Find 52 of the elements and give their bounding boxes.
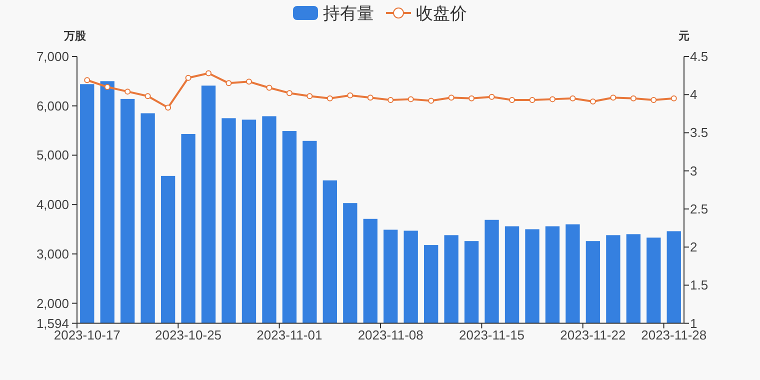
y2-axis-title: 元 (678, 30, 690, 42)
point (104, 84, 110, 90)
point (286, 90, 292, 96)
point (388, 96, 394, 103)
point (468, 95, 475, 102)
y2-tick-label: 2 (690, 240, 698, 255)
point (529, 96, 536, 103)
point (326, 95, 333, 102)
point (246, 78, 252, 85)
y2-tick-label: 2.5 (690, 201, 708, 216)
point (206, 70, 212, 76)
point (306, 93, 313, 100)
point (630, 95, 636, 102)
x-tick-label: 2023-11-08 (358, 327, 424, 342)
point (408, 96, 414, 102)
y2-tick-label: 3 (690, 163, 698, 178)
x-tick-label: 2023-11-01 (256, 327, 322, 342)
y2-tick-label: 3.5 (690, 125, 708, 140)
point (590, 98, 596, 104)
x-tick-label: 2023-10-25 (155, 327, 222, 342)
point (84, 77, 90, 84)
y-tick-label: 2,000 (36, 296, 69, 311)
point (570, 95, 576, 102)
point (650, 96, 657, 103)
point (448, 94, 454, 101)
y2-tick-label: 1.5 (690, 278, 708, 293)
point (226, 80, 232, 86)
y2-tick-label: 4 (690, 87, 698, 102)
y-tick-label: 6,000 (36, 98, 69, 114)
point (367, 94, 374, 101)
point (549, 96, 556, 102)
y-axis-title: 万股 (63, 30, 87, 42)
legend-label: 收盘价 (416, 4, 467, 23)
legend-label: 持有量 (323, 4, 374, 23)
point (144, 93, 151, 100)
y-tick-label: 5,000 (36, 148, 69, 163)
point (670, 95, 677, 102)
x-tick-label: 2023-11-22 (560, 327, 626, 342)
y-tick-label: 7,000 (36, 49, 69, 64)
point (509, 96, 516, 103)
point (488, 94, 495, 100)
point (124, 88, 131, 95)
y-tick-label: 4,000 (36, 197, 69, 212)
point (610, 94, 616, 101)
y-tick-label: 3,000 (36, 246, 69, 262)
x-tick-label: 2023-11-15 (459, 327, 525, 342)
point (185, 74, 192, 81)
y2-tick-label: 4.5 (690, 49, 708, 64)
point (165, 104, 172, 111)
point (428, 98, 434, 104)
point (266, 84, 272, 91)
point (347, 92, 354, 98)
